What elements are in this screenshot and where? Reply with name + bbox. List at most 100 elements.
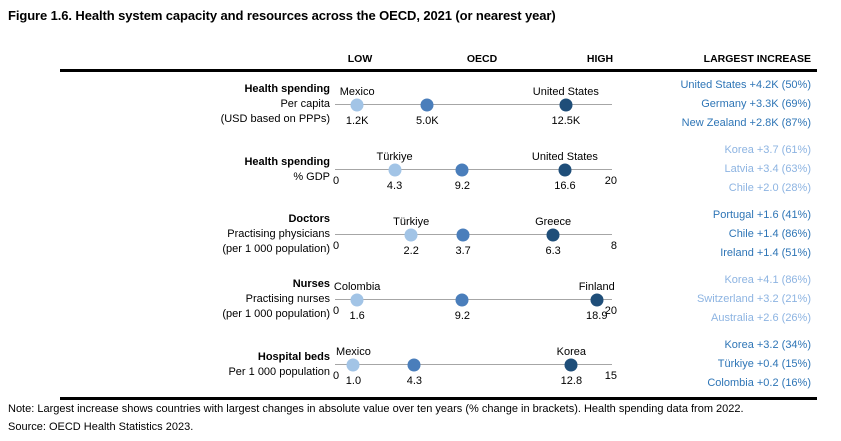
country-label: Greece xyxy=(535,215,572,228)
high-dot xyxy=(564,358,578,371)
indicator-sub-label: (per 1 000 population) xyxy=(222,308,330,320)
value-label: 16.6 xyxy=(554,179,576,192)
increase-entry: United States +4.2K (50%) xyxy=(680,79,811,91)
dot-plot: Türkiye 4.3 9.2 United States 16.6 0 20 xyxy=(333,137,617,202)
axis-max-label: 15 xyxy=(604,369,617,382)
table-body: Health spending Per capita (USD based on P… xyxy=(60,72,817,400)
increase-entry: Chile +1.4 (86%) xyxy=(728,228,811,240)
indicator-row: Nurses Practising nurses (per 1 000 popula… xyxy=(60,267,817,332)
country-label: Mexico xyxy=(336,345,371,358)
figure-source: Source: OECD Health Statistics 2023. xyxy=(8,421,194,433)
indicator-sub-label: % GDP xyxy=(293,170,330,183)
largest-increase-list: Portugal +1.6 (41%) Chile +1.4 (86%) Irela… xyxy=(713,202,811,267)
value-label: 3.7 xyxy=(455,244,471,257)
dot-plot: Mexico 1.2K 5.0K United States 12.5K xyxy=(335,72,612,137)
indicator-row: Health spending % GDP Türkiye 4.3 9.2 United… xyxy=(60,137,817,202)
indicator-name: Health spending xyxy=(244,155,330,168)
value-label: 1.6 xyxy=(349,309,365,322)
largest-increase-list: Korea +4.1 (86%) Switzerland +3.2 (21%) Au… xyxy=(697,267,811,332)
value-label: 1.2K xyxy=(345,114,369,127)
column-header-high: HIGH xyxy=(586,53,614,65)
axis-line xyxy=(335,298,612,300)
column-header-low: LOW xyxy=(347,53,373,65)
indicator-sub-label: Practising nurses xyxy=(245,293,330,305)
largest-increase-list: United States +4.2K (50%) Germany +3.3K (… xyxy=(680,72,811,137)
largest-increase-list: Korea +3.2 (34%) Türkiye +0.4 (15%) Colomb… xyxy=(707,332,811,397)
low-dot xyxy=(388,163,402,176)
row-label: Doctors Practising physicians (per 1 000 p… xyxy=(60,202,330,267)
increase-entry: Colombia +0.2 (16%) xyxy=(707,377,811,389)
country-label: Korea xyxy=(556,345,587,358)
country-label: Finland xyxy=(578,280,615,293)
oecd-dot xyxy=(456,228,470,241)
indicator-name: Hospital beds xyxy=(257,350,330,363)
oecd-dot xyxy=(455,163,469,176)
table-header: LOW OECD HIGH LARGEST INCREASE xyxy=(60,46,817,72)
low-dot xyxy=(350,293,364,306)
value-label: 18.9 xyxy=(586,309,608,322)
largest-increase-list: Korea +3.7 (61%) Latvia +3.4 (63%) Chile +… xyxy=(724,137,811,202)
oecd-dot xyxy=(420,98,434,111)
row-label: Hospital beds Per 1 000 population xyxy=(60,332,330,397)
indicator-sub-label: Practising physicians xyxy=(227,228,330,240)
value-label: 9.2 xyxy=(454,179,471,192)
axis-max-label: 20 xyxy=(604,304,617,317)
axis-line xyxy=(335,168,612,170)
increase-entry: Germany +3.3K (69%) xyxy=(701,98,811,110)
indicator-sub-label: Per capita xyxy=(280,98,330,110)
country-label: Türkiye xyxy=(393,215,430,228)
indicator-name: Health spending xyxy=(244,83,330,95)
dot-plot: Mexico 1.0 4.3 Korea 12.8 0 15 xyxy=(333,332,617,397)
country-label: Mexico xyxy=(339,85,375,98)
row-label: Health spending Per capita (USD based on P… xyxy=(60,72,330,137)
oecd-dot xyxy=(407,358,421,371)
low-dot xyxy=(346,358,360,371)
increase-entry: Australia +2.6 (26%) xyxy=(711,312,811,324)
axis-max-label: 8 xyxy=(610,239,617,252)
increase-entry: Korea +3.2 (34%) xyxy=(724,339,811,351)
axis-line xyxy=(335,363,612,365)
high-dot xyxy=(559,98,573,111)
value-label: 4.3 xyxy=(386,179,403,192)
country-label: United States xyxy=(532,85,599,98)
indicator-row: Hospital beds Per 1 000 population Mexico… xyxy=(60,332,817,397)
capacity-table: LOW OECD HIGH LARGEST INCREASE Health sp… xyxy=(60,46,817,400)
axis-min-label: 0 xyxy=(333,174,340,187)
dot-plot: Türkiye 2.2 3.7 Greece 6.3 0 8 xyxy=(333,202,617,267)
value-label: 4.3 xyxy=(406,374,423,387)
figure-note: Note: Largest increase shows countries w… xyxy=(8,403,744,415)
increase-entry: New Zealand +2.8K (87%) xyxy=(681,117,811,129)
country-label: Colombia xyxy=(333,280,381,293)
increase-entry: Switzerland +3.2 (21%) xyxy=(696,293,811,305)
row-label: Health spending % GDP xyxy=(60,137,330,202)
axis-line xyxy=(335,233,612,235)
axis-line xyxy=(335,103,612,105)
indicator-sub-label: (per 1 000 population) xyxy=(222,243,330,255)
indicator-row: Doctors Practising physicians (per 1 000 p… xyxy=(60,202,817,267)
axis-min-label: 0 xyxy=(333,369,340,382)
value-label: 1.0 xyxy=(345,374,362,387)
column-header-largest-increase: LARGEST INCREASE xyxy=(703,53,811,65)
axis-max-label: 20 xyxy=(604,174,617,187)
value-label: 12.5K xyxy=(551,114,581,127)
figure-title: Figure 1.6. Health system capacity and r… xyxy=(8,8,556,23)
low-dot xyxy=(404,228,418,241)
increase-entry: Portugal +1.6 (41%) xyxy=(712,209,811,221)
indicator-row: Health spending Per capita (USD based on P… xyxy=(60,72,817,137)
indicator-sub-label: Per 1 000 population xyxy=(228,365,330,378)
axis-min-label: 0 xyxy=(333,304,340,317)
high-dot xyxy=(546,228,560,241)
increase-entry: Ireland +1.4 (51%) xyxy=(720,247,811,259)
dot-plot: Colombia 1.6 9.2 Finland 18.9 0 20 xyxy=(333,267,617,332)
indicator-name: Doctors xyxy=(288,213,330,225)
oecd-dot xyxy=(455,293,469,306)
increase-entry: Latvia +3.4 (63%) xyxy=(724,163,811,175)
row-label: Nurses Practising nurses (per 1 000 popula… xyxy=(60,267,330,332)
value-label: 2.2 xyxy=(403,244,419,257)
high-dot xyxy=(558,163,572,176)
country-label: United States xyxy=(531,150,598,163)
increase-entry: Türkiye +0.4 (15%) xyxy=(717,358,811,370)
increase-entry: Korea +3.7 (61%) xyxy=(724,144,811,156)
value-label: 5.0K xyxy=(416,114,439,127)
